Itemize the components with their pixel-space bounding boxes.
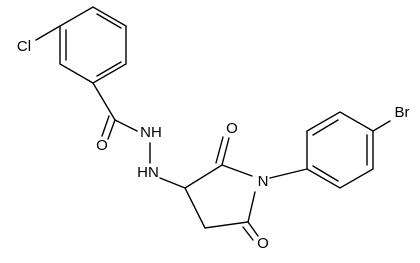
atom-label: N [258,173,269,190]
atom-label: O [96,137,108,154]
atom-label: NH [140,124,162,141]
bonds [35,6,391,241]
atom-label: O [226,120,238,137]
atom-label: Br [395,104,410,121]
atom-label: HN [137,164,159,181]
atom-label: O [257,235,269,252]
atom-label: Cl [17,38,31,55]
